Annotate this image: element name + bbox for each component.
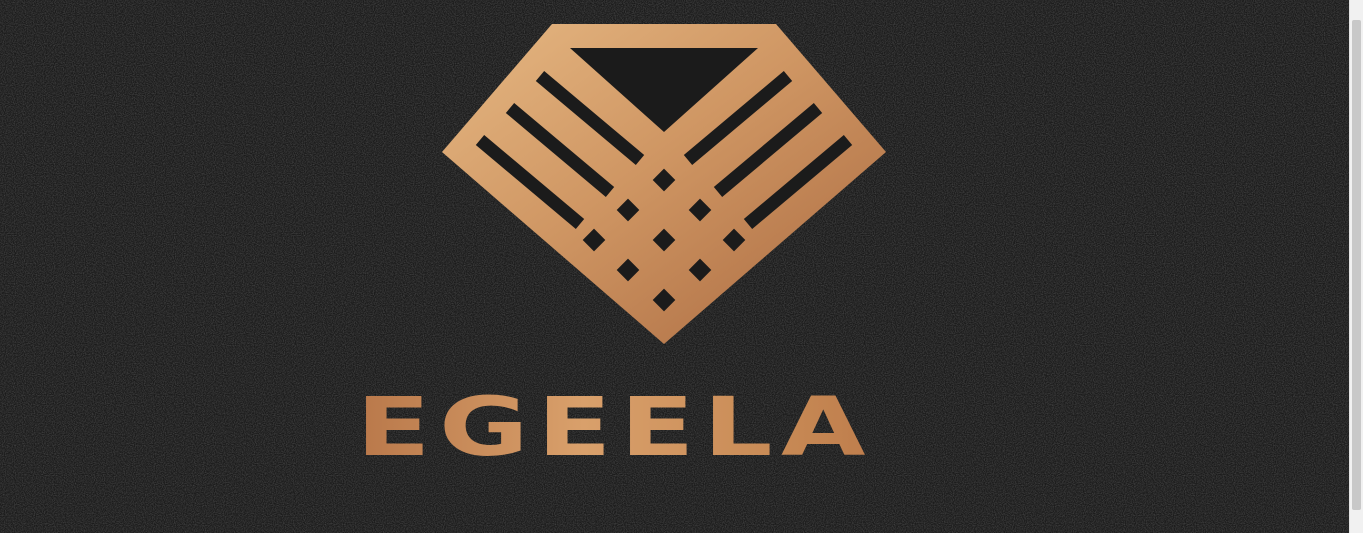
scrollbar-thumb[interactable] bbox=[1352, 20, 1361, 510]
brand-wordmark: EGEELA bbox=[356, 384, 1007, 470]
top-notch bbox=[570, 48, 758, 132]
vertical-scrollbar[interactable] bbox=[1349, 0, 1363, 533]
diamond-weave-icon bbox=[442, 24, 886, 344]
